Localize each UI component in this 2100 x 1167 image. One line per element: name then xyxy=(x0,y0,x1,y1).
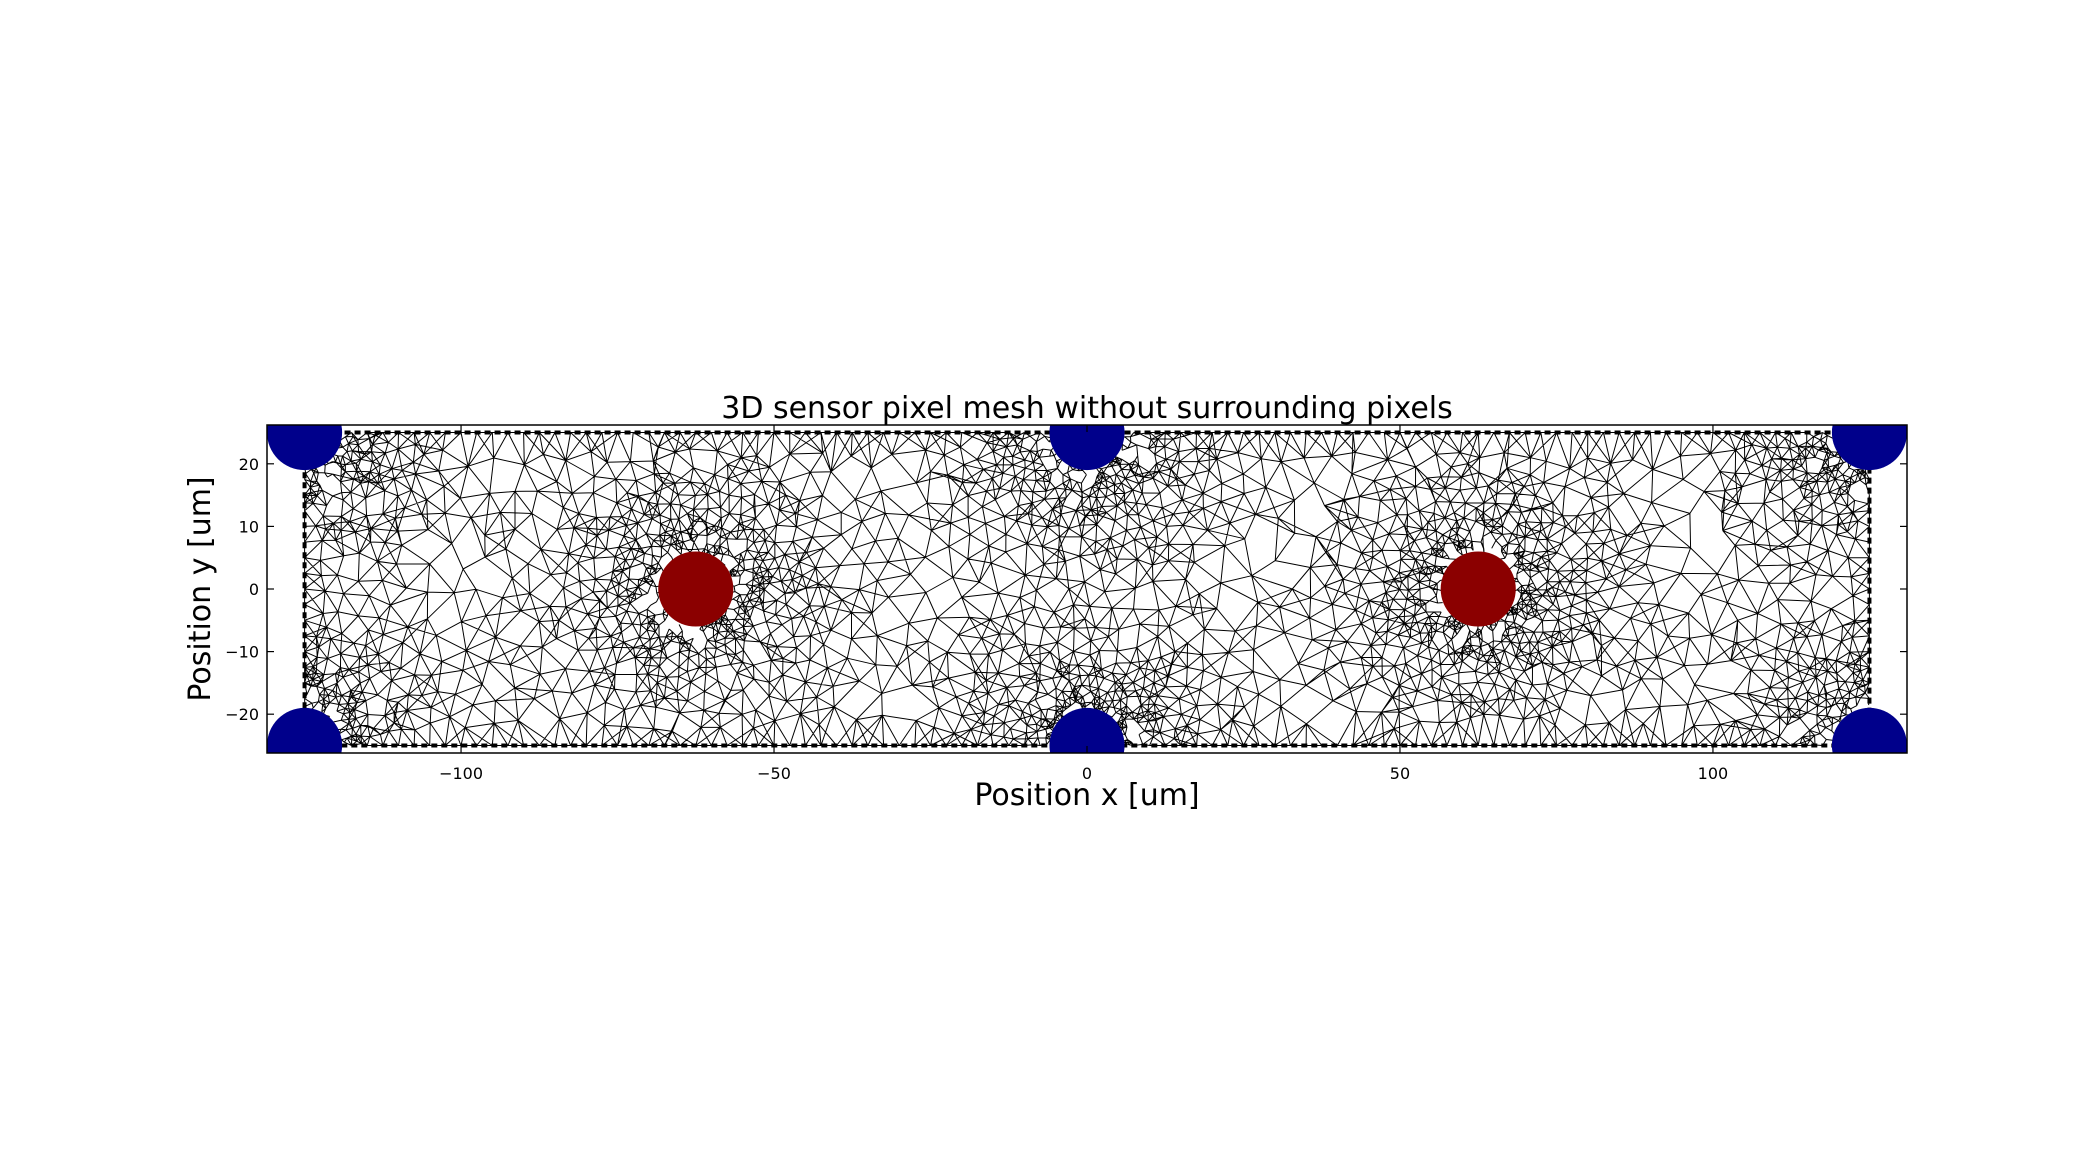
x-tick-label: −50 xyxy=(757,764,791,783)
chart-title: 3D sensor pixel mesh without surrounding… xyxy=(721,391,1453,426)
y-tick-label: 0 xyxy=(249,580,259,599)
y-tick-label: 10 xyxy=(239,517,259,536)
x-tick-label: −100 xyxy=(439,764,483,783)
x-tick-label: 100 xyxy=(1698,764,1729,783)
y-tick-label: −20 xyxy=(225,705,259,724)
x-tick-label: 50 xyxy=(1390,764,1410,783)
electrode-marker xyxy=(1441,551,1516,626)
y-tick-label: 20 xyxy=(239,455,259,474)
electrode-marker xyxy=(658,551,733,626)
y-axis-label: Position y [um] xyxy=(183,476,218,701)
y-tick-label: −10 xyxy=(225,643,259,662)
x-axis-label: Position x [um] xyxy=(974,778,1199,813)
